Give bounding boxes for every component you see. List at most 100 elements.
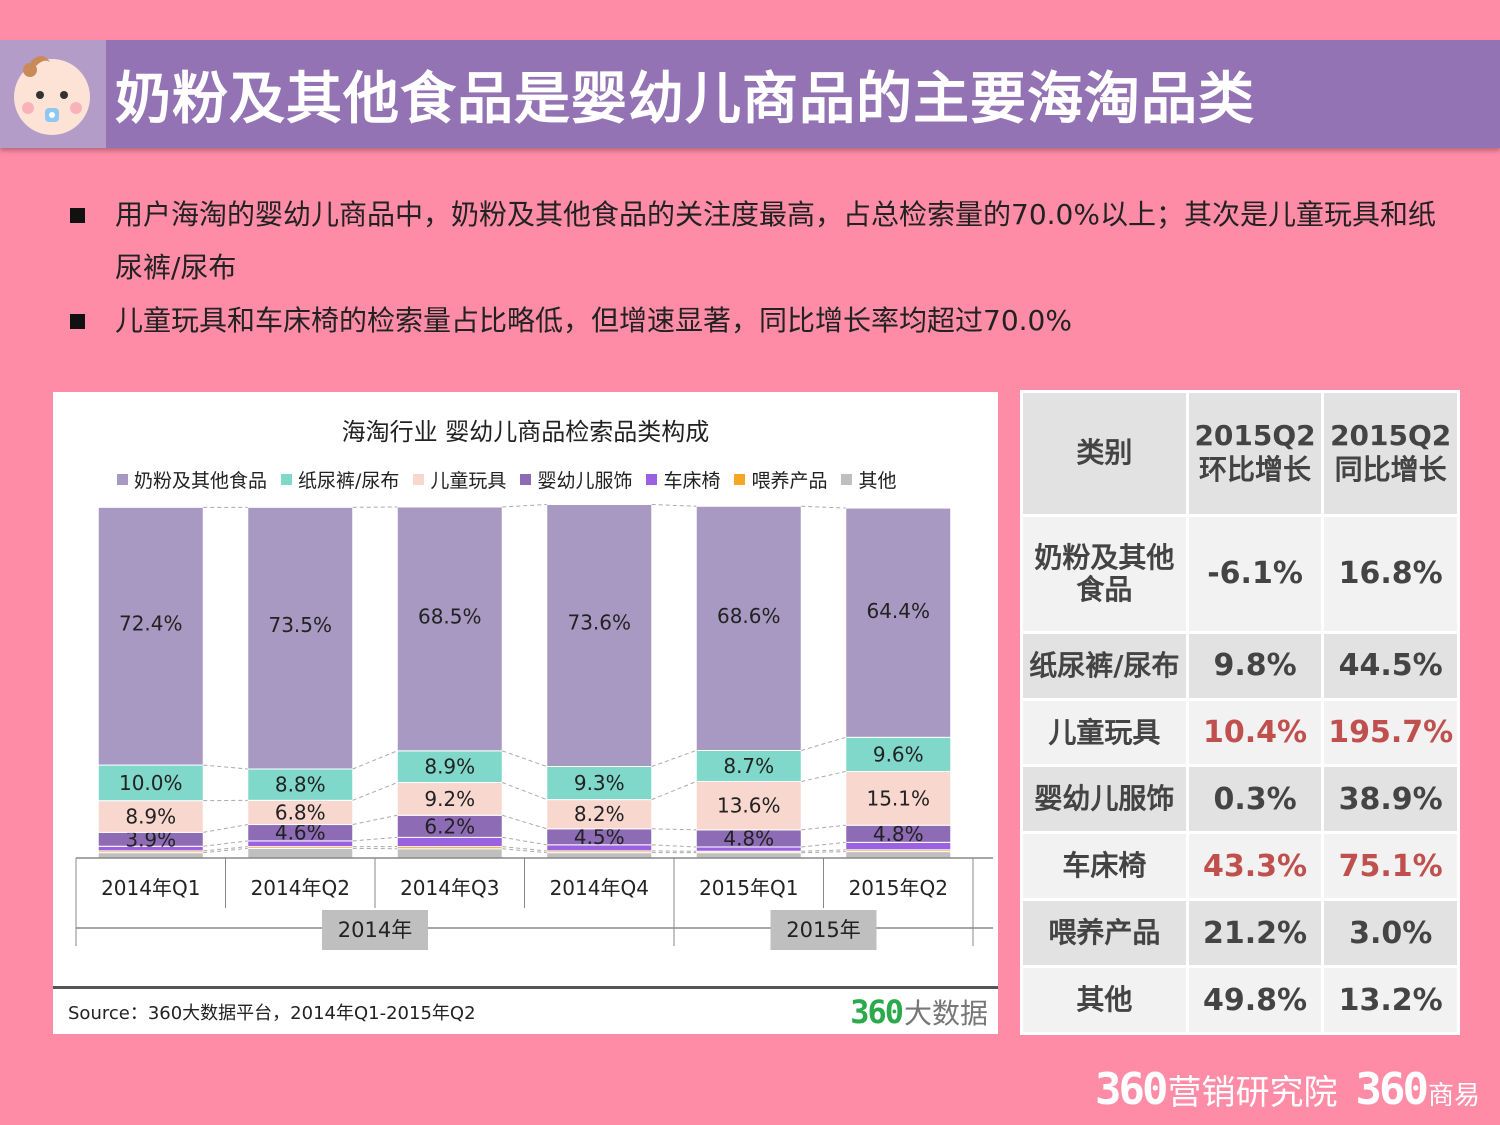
table-category-cell: 儿童玩具 [1023,700,1186,765]
segment-connector-line [801,824,846,831]
bar-data-label: 72.4% [119,611,183,635]
page-title: 奶粉及其他食品是婴幼儿商品的主要海淘品类 [115,67,1255,132]
segment-connector-line [203,847,248,854]
legend-item: 婴幼儿服饰 [520,466,632,493]
group-label: 2015年 [786,918,860,942]
bar-data-label: 6.2% [424,814,475,838]
table-category-cell: 其他 [1023,968,1186,1032]
table-qoq-cell: 21.2% [1188,901,1322,966]
segment-connector-line [352,814,398,826]
segment-connector-line [801,505,846,509]
bar-segment [396,836,503,848]
group-label: 2014年 [338,918,412,942]
baby-face-icon [14,56,90,135]
table-row: 婴幼儿服饰 0.3% 38.9% [1023,767,1457,832]
segment-connector-line [801,849,846,852]
x-axis-category-label: 2014年Q4 [550,876,649,900]
segment-connector-line [651,750,697,767]
table-category-line: 其他 [1076,983,1133,1017]
table-category-cell: 奶粉及其他 食品 [1023,516,1186,631]
segment-connector-line [352,750,398,770]
table-yoy-cell: 75.1% [1324,834,1457,899]
x-axis-category-label: 2015年Q1 [699,876,798,900]
chart-title: 海淘行业 婴幼儿商品检索品类构成 [341,418,710,446]
bar-data-label: 9.2% [424,787,475,811]
bullet-item: 用户海淘的婴幼儿商品中，奶粉及其他食品的关注度最高，占总检索量的70.0%以上；… [70,188,1450,294]
footer-brand-360: 360 [1095,1064,1169,1115]
group-label-box [770,910,877,950]
segment-connector-line [502,846,547,852]
bar-data-label: 10.0% [119,771,183,795]
bar-segment [695,852,802,859]
chart-footer-divider [53,986,998,989]
segment-connector-line [502,848,547,854]
bar-segment [546,503,653,768]
legend-swatch-icon [520,474,532,485]
table-category-cell: 车床椅 [1023,834,1186,899]
legend-swatch-icon [117,474,128,485]
bar-segment [247,768,354,801]
segment-connector-line [801,736,846,751]
brand-360-dashuju-logo: 360 大数据 [850,992,988,1032]
growth-table-panel: 类别 2015Q2 环比增长 2015Q2 同比增长 奶粉及其他 食品 -6.1% 16.8% 纸… [1020,390,1460,1035]
table-row: 奶粉及其他 食品 -6.1% 16.8% [1023,516,1457,631]
table-qoq-cell: 0.3% [1188,767,1322,832]
bar-segment [247,847,354,859]
segment-connector-line [651,844,697,848]
bullet-square-icon [70,314,85,329]
legend-item: 车床椅 [646,466,720,493]
table-header-line: 2015Q2 [1194,419,1316,453]
bar-segment [97,800,204,833]
bar-data-label: 15.1% [866,786,930,810]
bar-segment [845,736,952,772]
table-yoy-cell: 13.2% [1324,968,1457,1032]
source-note: Source：360大数据平台，2014年Q1-2015年Q2 [68,1003,476,1024]
x-axis-category-label: 2014年Q1 [101,876,200,900]
legend-item: 其他 [841,466,897,493]
bar-data-label: 13.6% [717,794,781,818]
brand-360-text: 大数据 [903,997,988,1030]
segment-connector-line [651,503,697,507]
table-header-line: 环比增长 [1199,453,1312,487]
table-category-cell: 喂养产品 [1023,901,1186,966]
x-axis-category-label: 2014年Q2 [251,876,350,900]
bar-segment [247,799,354,826]
segment-connector-line [352,836,398,842]
bar-segment [546,799,653,830]
bar-data-label: 9.3% [574,771,625,795]
bar-data-label: 73.5% [268,613,332,637]
segment-connector-line [651,828,697,831]
table-yoy-cell: 44.5% [1324,633,1457,698]
bar-segment [845,507,952,738]
growth-table: 类别 2015Q2 环比增长 2015Q2 同比增长 奶粉及其他 食品 -6.1% 16.8% 纸… [1020,390,1460,1035]
table-yoy-cell: 3.0% [1324,901,1457,966]
bar-segment [396,750,503,784]
bar-data-label: 8.9% [125,805,176,829]
legend-label: 纸尿裤/尿布 [298,470,400,492]
legend-label: 儿童玩具 [430,470,507,492]
bar-data-label: 6.8% [275,800,326,824]
bar-data-label: 68.5% [418,605,482,629]
segment-connector-line [203,824,248,833]
bullet-text: 儿童玩具和车床椅的检索量占比略低，但增速显著，同比增长率均超过70.0% [115,304,1072,337]
bar-data-label: 68.6% [717,604,781,628]
bar-segment [546,766,653,801]
chart-legend: 奶粉及其他食品 纸尿裤/尿布 儿童玩具 婴幼儿服饰 车床椅 喂养产品 其他 [117,466,997,493]
table-category-cell: 婴幼儿服饰 [1023,767,1186,832]
footer-brand-360-secondary: 360 [1355,1064,1430,1115]
bar-segment [97,506,204,766]
bar-segment [695,505,802,751]
table-header-cell: 2015Q2 同比增长 [1324,393,1457,514]
bar-segment [396,506,503,752]
bar-segment [396,848,503,859]
legend-item: 儿童玩具 [413,466,506,493]
chart-panel: 3.9% 8.9% 10.0% 72.4% 4.6% 6.8% 8.8% 73.5% 6.2% 9… [53,392,998,1034]
segment-connector-line [801,851,846,854]
table-row: 儿童玩具 10.4% 195.7% [1023,700,1457,765]
segment-connector-line [203,840,248,847]
table-category-cell: 纸尿裤/尿布 [1023,633,1186,698]
segment-connector-line [651,780,697,801]
bar-segment [845,770,952,826]
table-header-line: 2015Q2 [1330,419,1452,453]
stacked-bar-chart: 3.9%8.9%10.0%72.4%4.6%6.8%8.8%73.5%6.2%9… [75,503,993,950]
